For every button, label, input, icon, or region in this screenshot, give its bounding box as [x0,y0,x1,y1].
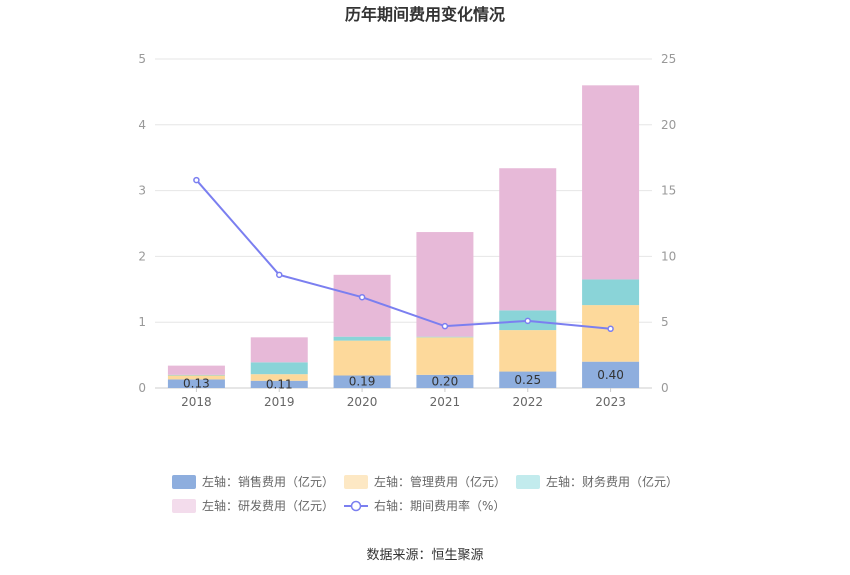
rate-point [441,322,449,330]
legend-item[interactable]: 左轴：研发费用（亿元） [172,498,334,513]
legend-swatch [172,475,196,489]
rate-point [358,293,366,301]
legend-swatch [344,475,368,489]
y-axis-left: 0 1 2 3 4 5 [138,52,146,395]
bar-segment [167,375,225,380]
legend-swatch [516,475,540,489]
legend-swatch [172,499,196,513]
legend-item[interactable]: 右轴：期间费用率（%） [344,498,505,513]
bar-segment [416,337,474,375]
legend-item[interactable]: 左轴：财务费用（亿元） [516,474,678,489]
bar-segment [167,379,225,388]
bar-segment [250,380,308,388]
y-left-tick-label: 0 [138,381,146,395]
rate-line-path [195,179,611,330]
data-labels: 0.13 0.11 0.19 0.20 0.25 0.40 [183,368,624,392]
bar-data-label: 0.25 [514,373,541,387]
legend-item[interactable]: 左轴：管理费用（亿元） [344,474,506,489]
y-right-tick-label: 5 [661,315,669,329]
bar-segment [333,274,391,337]
bar-data-label: 0.20 [432,374,459,388]
bar-segment [582,279,640,306]
bar-segment [499,330,557,372]
x-tick-label: 2022 [512,395,543,409]
rate-point [193,176,200,184]
bar-segment [333,336,391,341]
legend[interactable]: 左轴：销售费用（亿元） 左轴：管理费用（亿元） 左轴：财务费用（亿元） 左轴：研发费用… [172,474,678,513]
bar-segment [499,371,557,388]
y-left-tick-label: 5 [138,52,146,66]
bars [167,85,640,388]
legend-line-marker [350,500,362,512]
x-tick-label: 2019 [264,395,295,409]
legend-label: 左轴：管理费用（亿元） [374,474,506,489]
rate-point [276,271,283,279]
bar-segment [416,232,474,337]
bar-segment [333,375,391,388]
legend-item[interactable]: 左轴：销售费用（亿元） [172,474,334,489]
legend-label: 右轴：期间费用率（%） [374,498,505,513]
rate-point [524,317,531,325]
x-tick-label: 2018 [181,395,212,409]
bar-segment [416,374,474,388]
x-axis: 2018 2019 2020 2021 2022 2023 [181,388,626,409]
bar-segment [582,85,640,280]
y-left-tick-label: 2 [138,249,146,263]
source-text: 数据来源：恒生聚源 [366,548,483,563]
y-right-tick-label: 0 [661,381,669,395]
y-left-tick-label: 1 [138,315,146,329]
y-right-tick-label: 10 [661,249,676,263]
bar-segment [250,337,308,363]
bar-segment [333,340,391,376]
y-right-tick-label: 20 [661,118,676,132]
y-left-tick-label: 3 [138,184,146,198]
y-right-tick-label: 15 [661,184,676,198]
rate-line [193,176,614,333]
y-left-tick-label: 4 [138,118,146,132]
bar-data-label: 0.13 [183,377,210,391]
y-right-tick-label: 25 [661,52,676,66]
rate-point [607,325,614,333]
bar-segment [250,362,308,375]
bar-segment [250,374,308,381]
bar-data-label: 0.11 [266,377,293,391]
bar-data-label: 0.19 [349,375,376,389]
legend-label: 左轴：研发费用（亿元） [202,498,334,513]
bar-segment [499,168,557,311]
x-tick-label: 2023 [595,395,626,409]
y-axis-right: 0 5 10 15 20 25 [661,52,676,395]
legend-label: 左轴：销售费用（亿元） [202,474,334,489]
grid [155,58,652,389]
x-tick-label: 2020 [347,395,378,409]
chart-title: 历年期间费用变化情况 [345,5,505,24]
bar-segment [167,374,225,376]
bar-data-label: 0.40 [597,368,624,382]
bar-segment [167,365,225,375]
bar-segment [416,336,474,338]
bar-segment [582,361,640,388]
x-tick-label: 2021 [430,395,461,409]
bar-segment [582,305,640,362]
legend-label: 左轴：财务费用（亿元） [546,474,678,489]
